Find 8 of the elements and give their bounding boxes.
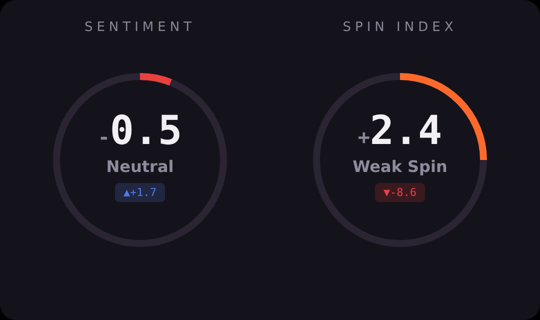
text: Neutral [105,157,175,176]
chart-title: SENTIMENT [83,20,197,37]
text: +2.4 [358,108,442,154]
text: Weak Spin [352,157,448,176]
text: ▼-8.6 [375,183,425,202]
text: ▲+1.7 [115,183,165,202]
chart-title: SPIN INDEX [342,20,458,37]
text: -0.5 [98,108,182,154]
